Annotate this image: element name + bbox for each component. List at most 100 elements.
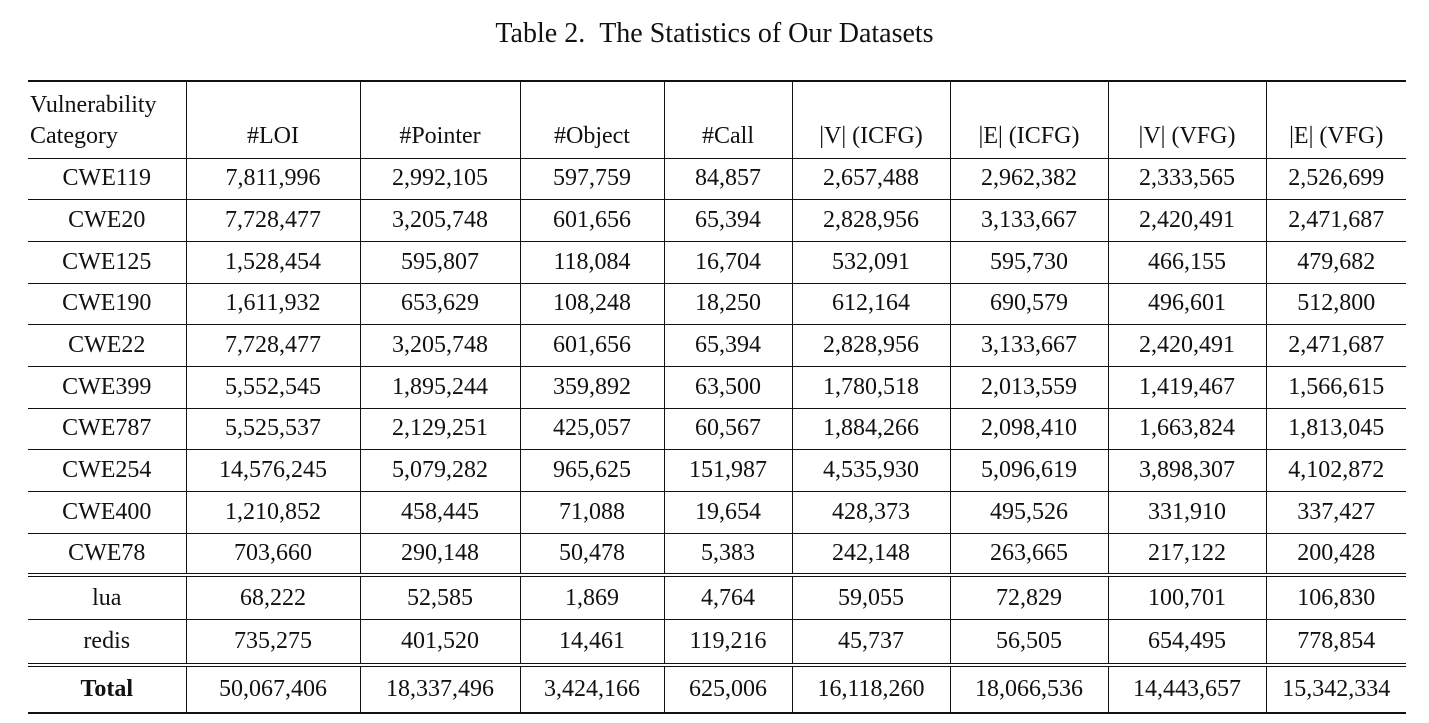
table-cell: 65,394 [663, 199, 792, 242]
table-cell: 72,829 [949, 574, 1108, 621]
table-cell: 654,495 [1107, 619, 1266, 667]
header-call: #Call [663, 80, 792, 159]
table-cell: 242,148 [791, 533, 950, 577]
table-cell: 359,892 [519, 366, 664, 409]
table-cell: 331,910 [1107, 491, 1266, 534]
table-cell: 45,737 [791, 619, 950, 667]
cwe-row: CWE254 14,576,245 5,079,282 965,625 151,987 4… [28, 449, 1406, 492]
table-cell: 703,660 [185, 533, 360, 577]
table-cell: 1,528,454 [185, 241, 360, 284]
table-cell: 71,088 [519, 491, 664, 534]
header-row: Vulnerability Category #LOI #Pointer #Obj… [28, 80, 1406, 159]
row-label: CWE399 [28, 366, 186, 409]
table-cell: 52,585 [359, 574, 520, 621]
table-cell: 1,884,266 [791, 408, 950, 451]
table-cell: 4,102,872 [1265, 449, 1406, 492]
table-cell: 65,394 [663, 324, 792, 367]
table-cell: 458,445 [359, 491, 520, 534]
header-loi: #LOI [185, 80, 360, 159]
table-cell: 200,428 [1265, 533, 1406, 577]
table-cell: 425,057 [519, 408, 664, 451]
header-e-icfg: |E| (ICFG) [949, 80, 1108, 159]
table-cell: 18,250 [663, 283, 792, 326]
table-cell: 2,657,488 [791, 158, 950, 201]
cwe-rows: CWE119 7,811,996 2,992,105 597,759 84,857 2,6… [28, 158, 1406, 577]
table-cell: 496,601 [1107, 283, 1266, 326]
cwe-row: CWE787 5,525,537 2,129,251 425,057 60,567 1,8… [28, 408, 1406, 451]
project-row: lua 68,222 52,585 1,869 4,764 59,055 72,829 100… [28, 574, 1406, 621]
table-cell: 597,759 [519, 158, 664, 201]
table-cell: 428,373 [791, 491, 950, 534]
table-cell: 401,520 [359, 619, 520, 667]
cwe-row: CWE125 1,528,454 595,807 118,084 16,704 532,0… [28, 241, 1406, 284]
table-cell: 735,275 [185, 619, 360, 667]
table-cell: 100,701 [1107, 574, 1266, 621]
table-cell: 19,654 [663, 491, 792, 534]
table-cell: 479,682 [1265, 241, 1406, 284]
table-cell: 2,013,559 [949, 366, 1108, 409]
row-label: CWE119 [28, 158, 186, 201]
row-label: redis [28, 619, 186, 667]
table-cell: 2,420,491 [1107, 324, 1266, 367]
table-caption: Table 2. The Statistics of Our Datasets [0, 14, 1429, 54]
row-label: CWE787 [28, 408, 186, 451]
table-cell: 2,471,687 [1265, 324, 1406, 367]
table-cell: 1,566,615 [1265, 366, 1406, 409]
table-cell: 84,857 [663, 158, 792, 201]
table-cell: 4,764 [663, 574, 792, 621]
table-cell: 601,656 [519, 324, 664, 367]
header-line-2: Category [30, 122, 118, 149]
cwe-row: CWE20 7,728,477 3,205,748 601,656 65,394 2,82… [28, 199, 1406, 242]
table-cell: 1,611,932 [185, 283, 360, 326]
table-cell: 466,155 [1107, 241, 1266, 284]
cwe-row: CWE399 5,552,545 1,895,244 359,892 63,500 1,7… [28, 366, 1406, 409]
table-cell: 778,854 [1265, 619, 1406, 667]
table-cell: 3,133,667 [949, 199, 1108, 242]
project-rows: lua 68,222 52,585 1,869 4,764 59,055 72,829 100… [28, 574, 1406, 667]
table-cell: 337,427 [1265, 491, 1406, 534]
table-cell: 1,895,244 [359, 366, 520, 409]
table-cell: 2,471,687 [1265, 199, 1406, 242]
row-label: CWE20 [28, 199, 186, 242]
header-v-icfg: |V| (ICFG) [791, 80, 950, 159]
cwe-row: CWE22 7,728,477 3,205,748 601,656 65,394 2,82… [28, 324, 1406, 367]
table-cell: 532,091 [791, 241, 950, 284]
row-label: CWE125 [28, 241, 186, 284]
table-cell: 2,828,956 [791, 199, 950, 242]
row-label: CWE400 [28, 491, 186, 534]
table-cell: 2,828,956 [791, 324, 950, 367]
table-cell: 4,535,930 [791, 449, 950, 492]
table-cell: 151,987 [663, 449, 792, 492]
row-label: CWE22 [28, 324, 186, 367]
row-label: CWE254 [28, 449, 186, 492]
table-cell: 5,096,619 [949, 449, 1108, 492]
table-cell: 2,420,491 [1107, 199, 1266, 242]
row-label: CWE78 [28, 533, 186, 577]
cwe-row: CWE119 7,811,996 2,992,105 597,759 84,857 2,6… [28, 158, 1406, 201]
table-cell: 2,333,565 [1107, 158, 1266, 201]
table-cell: 3,898,307 [1107, 449, 1266, 492]
table-cell: 108,248 [519, 283, 664, 326]
dataset-statistics-table: Vulnerability Category #LOI #Pointer #Obj… [28, 80, 1406, 714]
table-cell: 1,210,852 [185, 491, 360, 534]
header-e-vfg: |E| (VFG) [1265, 80, 1406, 159]
header-pointer: #Pointer [359, 80, 520, 159]
table-cell: 2,992,105 [359, 158, 520, 201]
header-vulnerability-category: Vulnerability Category [28, 80, 186, 159]
total-row: Total 50,067,406 18,337,496 3,424,166 625,00… [28, 664, 1406, 714]
table-cell: 263,665 [949, 533, 1108, 577]
table-cell: 118,084 [519, 241, 664, 284]
table-cell: 56,505 [949, 619, 1108, 667]
table-cell: 612,164 [791, 283, 950, 326]
total-cell: 625,006 [663, 664, 792, 714]
table-cell: 5,383 [663, 533, 792, 577]
total-cell: 18,337,496 [359, 664, 520, 714]
table-cell: 16,704 [663, 241, 792, 284]
table-cell: 1,869 [519, 574, 664, 621]
table-cell: 119,216 [663, 619, 792, 667]
table-cell: 59,055 [791, 574, 950, 621]
table-cell: 3,133,667 [949, 324, 1108, 367]
total-cell: 15,342,334 [1265, 664, 1406, 714]
table-cell: 2,129,251 [359, 408, 520, 451]
table-cell: 7,728,477 [185, 324, 360, 367]
